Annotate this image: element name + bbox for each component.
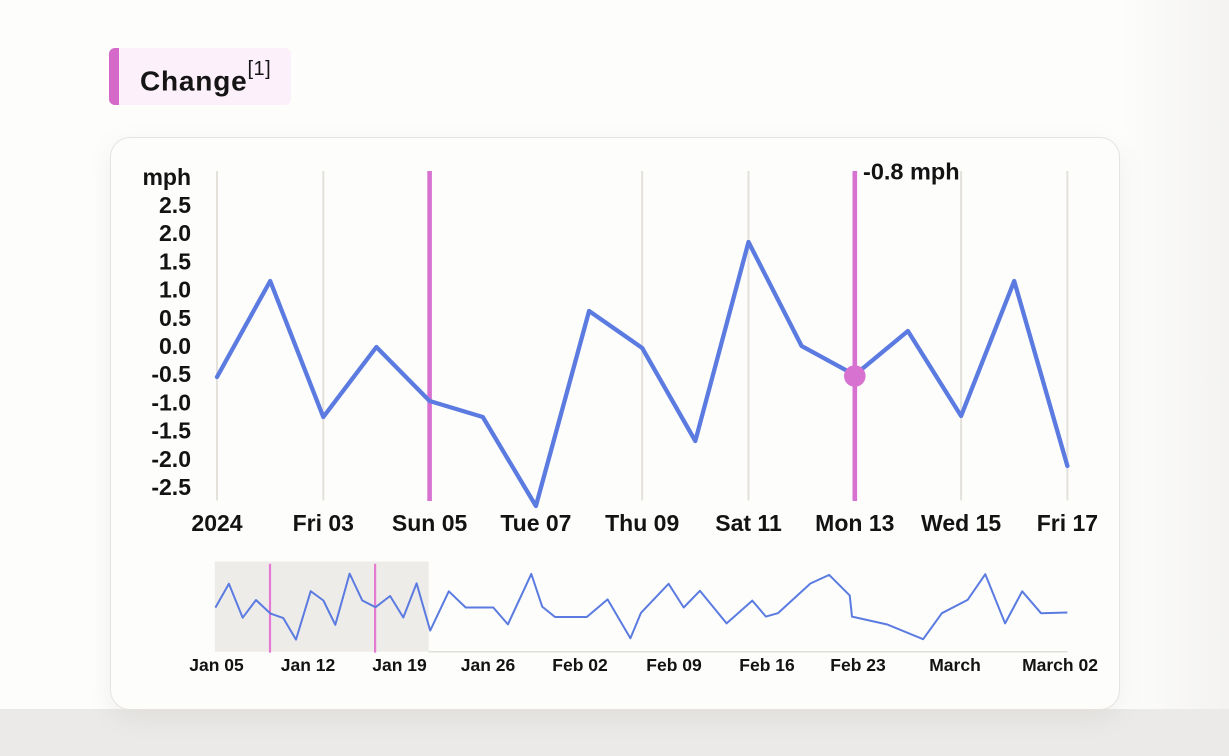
svg-text:Jan 19: Jan 19 (372, 655, 427, 675)
svg-text:0.5: 0.5 (159, 305, 191, 331)
svg-text:-0.5: -0.5 (151, 361, 191, 387)
svg-text:2024: 2024 (191, 510, 242, 536)
svg-text:-2.0: -2.0 (151, 446, 191, 472)
svg-text:-0.8 mph: -0.8 mph (863, 159, 960, 185)
svg-text:Feb 02: Feb 02 (552, 655, 608, 675)
svg-text:Jan 26: Jan 26 (461, 655, 516, 675)
svg-text:1.0: 1.0 (159, 277, 191, 303)
svg-text:1.5: 1.5 (159, 248, 191, 274)
svg-text:Jan 12: Jan 12 (281, 655, 336, 675)
svg-text:Jan 05: Jan 05 (189, 655, 244, 675)
svg-text:-1.0: -1.0 (151, 389, 191, 415)
svg-text:-2.5: -2.5 (151, 474, 191, 500)
svg-text:0.0: 0.0 (159, 333, 191, 359)
svg-text:March: March (929, 655, 981, 675)
svg-text:Sat 11: Sat 11 (715, 510, 782, 536)
svg-text:2.0: 2.0 (159, 220, 191, 246)
svg-text:Sun 05: Sun 05 (392, 510, 468, 536)
svg-text:2.5: 2.5 (159, 192, 191, 218)
svg-text:Mon 13: Mon 13 (815, 510, 894, 536)
svg-text:Fri 03: Fri 03 (293, 510, 354, 536)
svg-text:mph: mph (142, 164, 191, 190)
svg-text:Tue 07: Tue 07 (500, 510, 571, 536)
svg-text:Feb 23: Feb 23 (830, 655, 886, 675)
svg-text:Feb 09: Feb 09 (646, 655, 702, 675)
svg-text:Wed 15: Wed 15 (921, 510, 1001, 536)
svg-text:Fri 17: Fri 17 (1037, 510, 1098, 536)
svg-text:Thu 09: Thu 09 (605, 510, 679, 536)
svg-text:-1.5: -1.5 (151, 418, 191, 444)
svg-text:Feb 16: Feb 16 (739, 655, 795, 675)
svg-text:March 02: March 02 (1022, 655, 1098, 675)
